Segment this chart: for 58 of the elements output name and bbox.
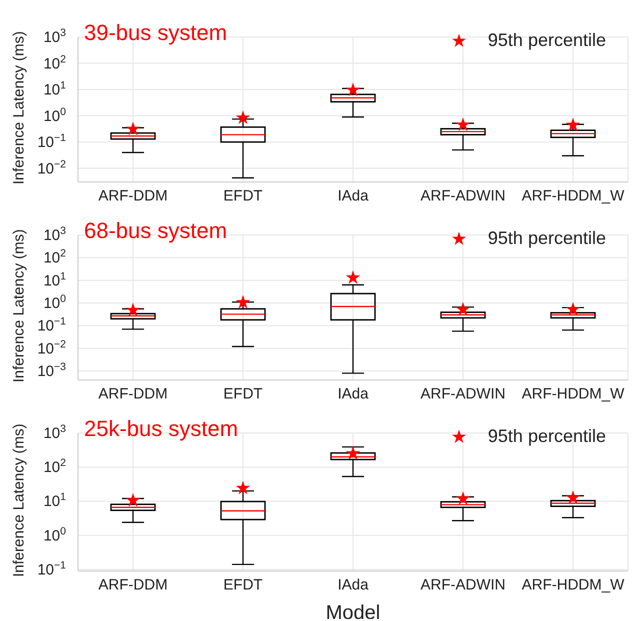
chart-title: 25k-bus system — [84, 416, 238, 442]
x-tick-label: EFDT — [223, 188, 263, 205]
y-tick-label: 10$^{2}$ — [43, 248, 66, 267]
legend-label: 95th percentile — [488, 30, 606, 50]
y-tick-label: 10$^{0}$ — [43, 106, 66, 125]
point — [126, 492, 140, 507]
y-tick-label: 10$^{0}$ — [43, 292, 66, 312]
point — [456, 302, 470, 316]
y-tick-label: 10$^{−2}$ — [37, 338, 66, 358]
point — [566, 302, 580, 316]
x-tick-label: ARF-ADWIN — [420, 188, 506, 205]
y-tick-label: 10$^{−1}$ — [37, 132, 66, 152]
y-axis-title: Inference Latency (ms) — [10, 31, 28, 184]
y-tick-label: 10$^{1}$ — [43, 491, 66, 510]
point — [126, 122, 140, 136]
point — [456, 491, 470, 505]
point — [126, 302, 140, 316]
y-tick-label: 10$^{−3}$ — [37, 360, 66, 380]
x-tick-label: ARF-DDM — [98, 386, 168, 403]
chart-title: 39-bus system — [84, 20, 228, 46]
y-tick-label: 10$^{2}$ — [43, 457, 66, 476]
y-tick-label: 10$^{1}$ — [43, 80, 66, 99]
x-tick-label: ARF-HDDM_W — [522, 576, 626, 594]
y-tick-label: 10$^{−1}$ — [37, 559, 66, 578]
point — [236, 480, 250, 494]
x-tick-label: ARF-HDDM_W — [522, 188, 626, 205]
x-tick-label: IAda — [338, 188, 370, 205]
point — [566, 118, 580, 132]
y-tick-label: 10$^{−1}$ — [37, 316, 66, 335]
x-tick-label: ARF-DDM — [98, 188, 168, 205]
legend-label: 95th percentile — [488, 228, 606, 248]
point — [346, 82, 360, 96]
x-tick-label: IAda — [338, 386, 370, 403]
x-tick-label: ARF-ADWIN — [420, 386, 506, 403]
x-tick-label: IAda — [338, 576, 370, 594]
y-axis-title: Inference Latency (ms) — [10, 424, 28, 577]
y-axis-title: Inference Latency (ms) — [10, 229, 28, 382]
y-tick-label: 10$^{0}$ — [43, 525, 66, 544]
x-tick-label: ARF-DDM — [98, 576, 168, 594]
point — [236, 110, 250, 124]
x-tick-label: ARF-ADWIN — [420, 576, 506, 594]
x-axis-title: Model — [326, 602, 380, 621]
y-tick-label: 10$^{2}$ — [43, 53, 66, 72]
y-tick-label: 10$^{3}$ — [43, 27, 66, 46]
y-tick-label: 10$^{3}$ — [43, 225, 66, 244]
x-tick-label: EFDT — [223, 386, 263, 403]
y-tick-label: 10$^{−2}$ — [37, 158, 66, 178]
point — [346, 270, 360, 284]
legend-label: 95th percentile — [488, 426, 606, 446]
point — [236, 294, 250, 309]
point — [566, 490, 580, 504]
x-tick-label: EFDT — [223, 576, 263, 594]
x-tick-label: ARF-HDDM_W — [522, 386, 626, 403]
y-tick-label: 10$^{3}$ — [43, 423, 66, 442]
point — [346, 446, 360, 460]
point — [456, 117, 470, 131]
y-tick-label: 10$^{1}$ — [43, 270, 66, 290]
chart-title: 68-bus system — [84, 218, 228, 244]
